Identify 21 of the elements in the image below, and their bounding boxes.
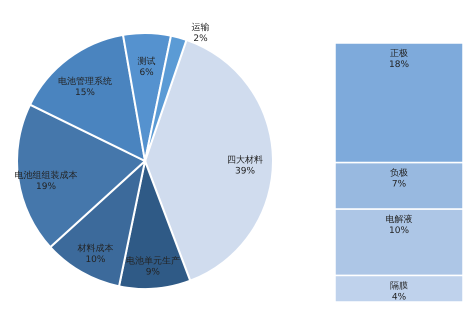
series-label: 隔膜: [390, 280, 408, 292]
data-label: 39%: [234, 166, 256, 176]
slice-label: 电池管理系统: [58, 76, 112, 88]
data-label: 19%: [36, 182, 56, 192]
data-label: 7%: [392, 180, 407, 190]
series-label: 负极: [390, 168, 408, 179]
slice-label: 材料成本: [76, 242, 114, 254]
slice-label: 测试: [138, 56, 156, 68]
slice-label: 电池单元生产: [126, 256, 180, 267]
data-label: 4%: [392, 292, 407, 302]
slice-label: 四大材料: [226, 154, 263, 166]
series-label: 电解液: [386, 214, 412, 226]
data-label: 10%: [85, 254, 106, 265]
data-label: 10%: [388, 226, 410, 236]
data-label: 18%: [388, 60, 410, 70]
data-label: 6%: [139, 68, 154, 78]
data-label: 9%: [146, 268, 160, 278]
data-label: 15%: [74, 88, 96, 98]
series-label: 正极: [390, 48, 408, 59]
data-label: 2%: [193, 34, 208, 44]
slice-label: 运输: [192, 22, 210, 34]
